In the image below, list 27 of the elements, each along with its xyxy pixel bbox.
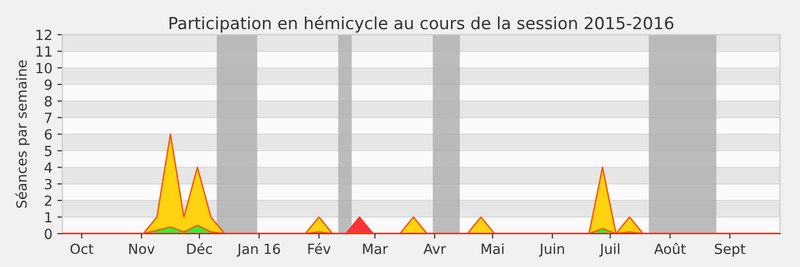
x-tick-label: Nov: [129, 244, 155, 254]
y-tick-label: 4: [44, 162, 52, 173]
x-tick-label: Mai: [482, 243, 504, 254]
y-tick-label: 1: [45, 212, 52, 222]
x-tick-label: Jan 16: [236, 244, 280, 257]
x-tick-label: Août: [654, 242, 686, 254]
y-tick-label: 9: [44, 79, 52, 90]
x-tick-label: Juil: [599, 243, 620, 257]
y-tick-label: 8: [44, 96, 52, 106]
x-tick-label: Avr: [424, 244, 446, 254]
y-tick-label: 6: [44, 129, 52, 140]
x-tick-label: Mar: [363, 244, 388, 254]
x-tick-label: Déc: [187, 242, 212, 254]
y-tick-label: 0: [44, 228, 52, 240]
x-tick-label: Fév: [308, 242, 331, 254]
y-tick-label: 3: [44, 178, 52, 190]
x-tick-label: Juin: [538, 243, 564, 257]
x-tick-label: Sept: [714, 244, 746, 257]
y-tick-label: 10: [36, 62, 52, 74]
chart-title: Participation en hémicycle au cours de la session 2015-2016: [170, 16, 674, 33]
x-tick-label: Oct: [70, 244, 94, 254]
y-tick-label: 7: [44, 112, 52, 123]
y-tick-label: 5: [44, 146, 52, 156]
y-tick-label: 2: [44, 195, 52, 206]
y-axis-title: Séances par semaine: [15, 60, 30, 208]
y-tick-label: 11: [36, 46, 52, 57]
y-tick-label: 12: [36, 30, 52, 40]
